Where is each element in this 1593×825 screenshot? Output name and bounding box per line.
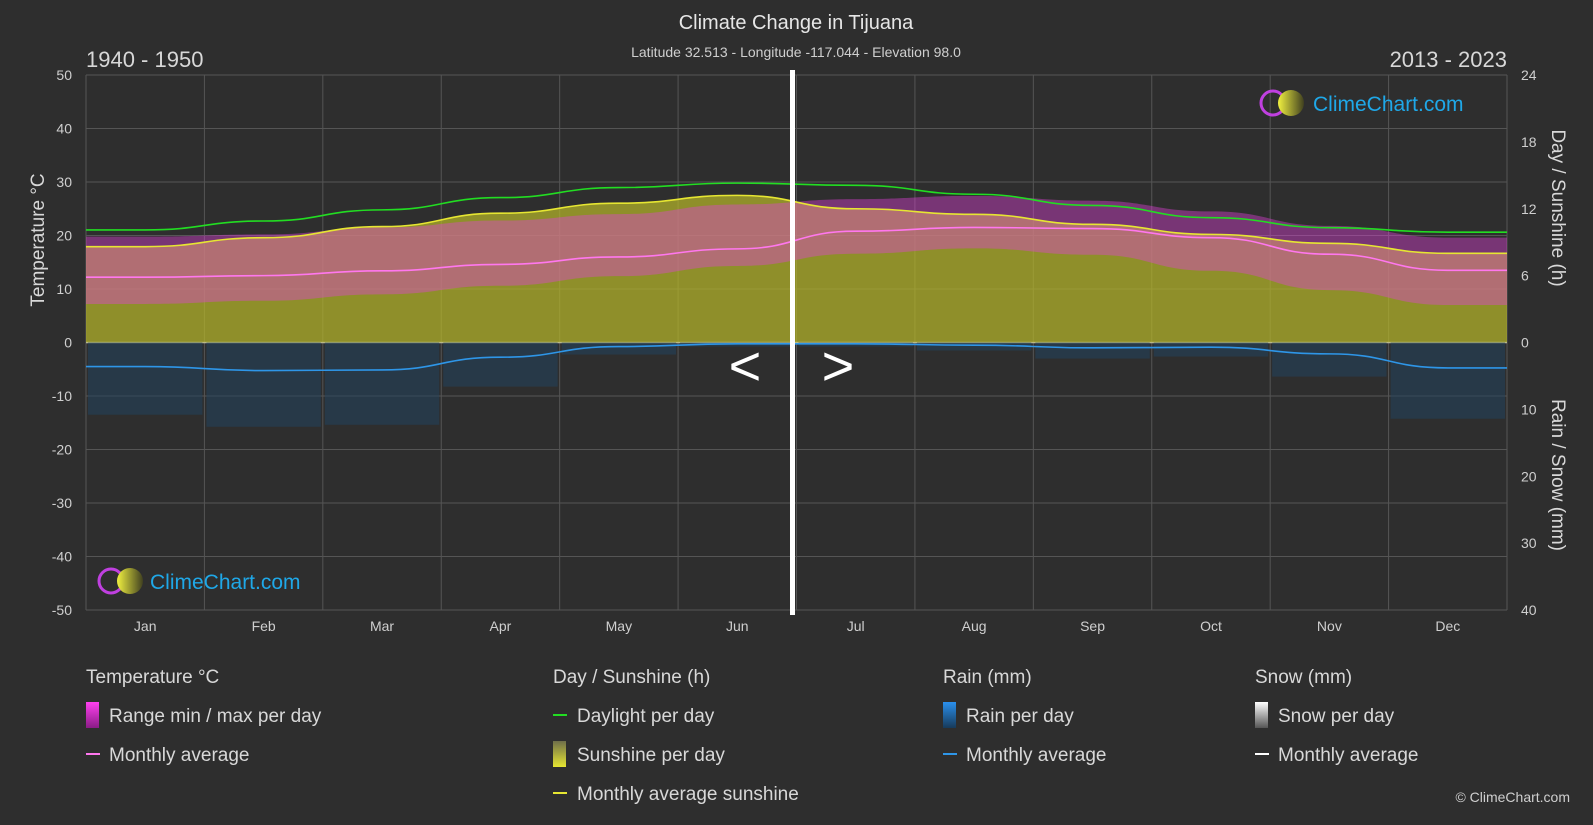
- month-label: Jun: [726, 618, 749, 634]
- temperature-range-band: [86, 195, 1507, 306]
- sunshine-tick-label: 12: [1521, 201, 1537, 217]
- temperature-average-line: [86, 226, 1507, 279]
- temperature-tick-label: -50: [52, 602, 72, 618]
- legend-temp-range-label: Range min / max per day: [109, 706, 322, 727]
- month-label: Aug: [962, 618, 987, 634]
- rain-bar: [1272, 342, 1387, 377]
- legend-rain-heading: Rain (mm): [943, 667, 1032, 688]
- rain-bar: [1035, 342, 1150, 359]
- month-label: Oct: [1200, 618, 1222, 634]
- rain-bar: [206, 342, 321, 427]
- temperature-tick-label: -40: [52, 549, 72, 565]
- temperature-tick-label: -30: [52, 495, 72, 511]
- daylight-line: [85, 182, 1507, 233]
- chart-title: Climate Change in Tijuana: [679, 12, 914, 34]
- right-axis: 24 18 12 6 0 10 20 30 40: [1521, 67, 1537, 618]
- sunshine-axis-title: Day / Sunshine (h): [1547, 129, 1568, 286]
- rain-bar: [88, 342, 203, 415]
- legend-rain-label: Rain per day: [966, 706, 1074, 727]
- month-label: Feb: [252, 618, 276, 634]
- copyright: © ClimeChart.com: [1455, 789, 1570, 805]
- legend-temp-range-swatch: [86, 702, 99, 728]
- legend-sun-heading: Day / Sunshine (h): [553, 667, 710, 688]
- month-label: Jan: [134, 618, 157, 634]
- temperature-axis: 50 40 30 20 10 0 -10 -20 -30 -40 -50: [52, 67, 72, 618]
- sunshine-tick-label: 24: [1521, 67, 1537, 83]
- plot-lines: [85, 182, 1507, 372]
- legend-daylight-label: Daylight per day: [577, 706, 715, 727]
- legend-snow-avg-label: Monthly average: [1278, 745, 1418, 766]
- next-period-button[interactable]: >: [822, 334, 855, 397]
- temperature-tick-label: 0: [64, 335, 72, 351]
- rain-tick-label: 20: [1521, 468, 1537, 484]
- month-label: Nov: [1317, 618, 1342, 634]
- month-label: Sep: [1080, 618, 1105, 634]
- period-divider[interactable]: [790, 70, 795, 615]
- sunshine-tick-label: 18: [1521, 134, 1537, 150]
- legend-snow-heading: Snow (mm): [1255, 667, 1352, 688]
- temperature-tick-label: 10: [56, 281, 72, 297]
- sunshine-tick-label: 0: [1521, 335, 1529, 351]
- sunshine-tick-label: 6: [1521, 268, 1529, 284]
- rain-tick-label: 30: [1521, 535, 1537, 551]
- sunshine-area: [86, 195, 1507, 343]
- legend-rain-swatch: [943, 702, 956, 728]
- temperature-tick-label: 30: [56, 174, 72, 190]
- legend-temperature-heading: Temperature °C: [86, 667, 219, 688]
- rain-bar: [1153, 342, 1269, 357]
- month-label: Dec: [1435, 618, 1460, 634]
- temperature-tick-label: 50: [56, 67, 72, 83]
- logo-sun-icon: [1278, 90, 1304, 116]
- temperature-axis-title: Temperature °C: [28, 173, 49, 306]
- brand-logo-bottom[interactable]: ClimeChart.com: [97, 567, 301, 595]
- brand-logo-top[interactable]: ClimeChart.com: [1259, 89, 1464, 117]
- rain-bar: [324, 342, 440, 425]
- legend-sunshine-swatch: [553, 741, 566, 767]
- legend-rain-avg-label: Monthly average: [966, 745, 1106, 766]
- previous-period-button[interactable]: <: [729, 334, 762, 397]
- legend-sunshine-avg-label: Monthly average sunshine: [577, 784, 799, 805]
- brand-name-top: ClimeChart.com: [1313, 93, 1464, 116]
- legend-snow-swatch: [1255, 702, 1268, 728]
- brand-name-bottom: ClimeChart.com: [150, 571, 301, 594]
- month-label: May: [606, 618, 632, 634]
- chart-subtitle: Latitude 32.513 - Longitude -117.044 - E…: [631, 44, 961, 60]
- plot-areas: [86, 195, 1507, 343]
- period-right: 2013 - 2023: [1390, 47, 1507, 72]
- logo-sun-icon: [117, 568, 143, 594]
- legend-temp-avg-label: Monthly average: [109, 745, 249, 766]
- legend-snow-label: Snow per day: [1278, 706, 1395, 727]
- rain-bar: [1390, 342, 1505, 419]
- temperature-tick-label: 40: [56, 121, 72, 137]
- month-label: Mar: [370, 618, 394, 634]
- month-label: Apr: [490, 618, 512, 634]
- temperature-tick-label: -20: [52, 442, 72, 458]
- month-label: Jul: [847, 618, 865, 634]
- rain-bar: [443, 342, 558, 387]
- legend-sunshine-label: Sunshine per day: [577, 745, 725, 766]
- sunshine-average-line: [85, 194, 1507, 255]
- rain-snow-axis-title: Rain / Snow (mm): [1547, 399, 1568, 551]
- rain-bar: [916, 342, 1032, 351]
- month-axis: Jan Feb Mar Apr May Jun Jul Aug Sep Oct Nov Dec: [134, 618, 1460, 634]
- legend: Temperature °C Range min / max per day M…: [86, 667, 1418, 805]
- temperature-tick-label: 20: [56, 228, 72, 244]
- temperature-tick-label: -10: [52, 388, 72, 404]
- period-left: 1940 - 1950: [86, 47, 203, 72]
- rain-tick-label: 10: [1521, 401, 1537, 417]
- rain-tick-label: 40: [1521, 602, 1537, 618]
